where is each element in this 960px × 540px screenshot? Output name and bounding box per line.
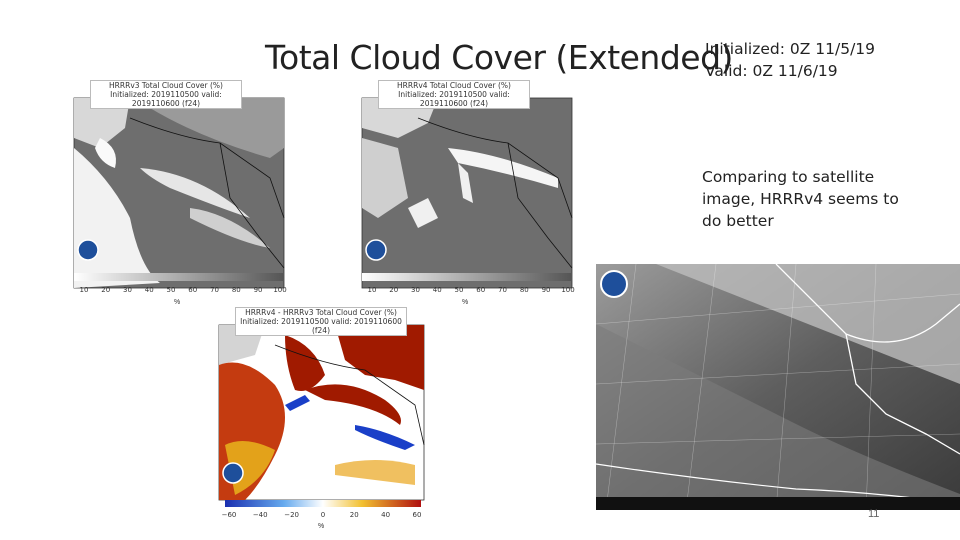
hrrrv4-map <box>361 97 573 289</box>
page-number: 11 <box>868 508 880 520</box>
run-info: Initialized: 0Z 11/5/19 Valid: 0Z 11/6/1… <box>705 38 875 82</box>
hrrrv3-map <box>73 97 285 289</box>
hrrrv4-colorbar-ticks: 10 20 30 40 50 60 70 80 90 100 <box>367 286 575 294</box>
noaa-logo-icon <box>365 239 387 261</box>
hrrrv4-panel: HRRRv4 Total Cloud Cover (%) Initialized… <box>358 78 578 313</box>
hrrrv3-colorbar-ticks: 10 20 30 40 50 60 70 80 90 100 <box>79 286 287 294</box>
valid-label: Valid: 0Z 11/6/19 <box>705 62 838 80</box>
noaa-logo-icon <box>222 462 244 484</box>
noaa-logo-icon <box>600 270 628 298</box>
hrrrv3-panel: HRRRv3 Total Cloud Cover (%) Initialized… <box>70 78 290 313</box>
difference-unit: % <box>318 523 325 530</box>
satellite-imagery <box>596 264 960 510</box>
difference-colorbar-ticks: −60 −40 −20 0 20 40 60 <box>221 511 422 519</box>
hrrrv4-unit: % <box>462 299 469 306</box>
noaa-logo-icon <box>77 239 99 261</box>
hrrrv4-title: HRRRv4 Total Cloud Cover (%) Initialized… <box>378 80 530 109</box>
difference-panel: HRRRv4 - HRRRv3 Total Cloud Cover (%) In… <box>215 305 430 535</box>
initialized-label: Initialized: 0Z 11/5/19 <box>705 40 876 58</box>
difference-title: HRRRv4 - HRRRv3 Total Cloud Cover (%) In… <box>235 307 407 336</box>
satellite-image <box>596 264 960 510</box>
comparison-note: Comparing to satellite image, HRRRv4 see… <box>702 168 899 230</box>
hrrrv3-unit: % <box>174 299 181 306</box>
hrrrv3-title: HRRRv3 Total Cloud Cover (%) Initialized… <box>90 80 242 109</box>
slide-title: Total Cloud Cover (Extended) <box>265 38 733 77</box>
difference-map <box>218 324 425 507</box>
